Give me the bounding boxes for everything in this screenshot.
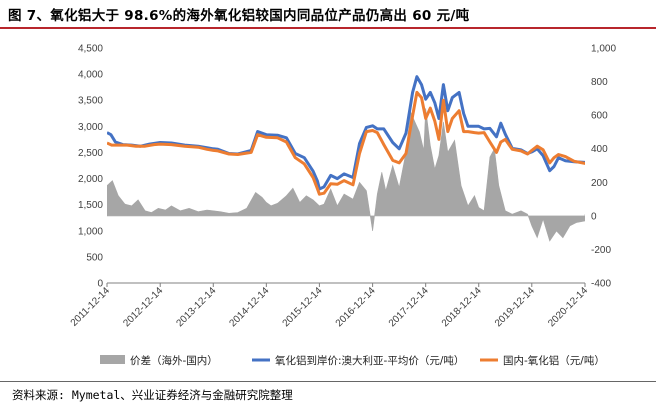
plot-area: [107, 75, 585, 242]
y-right-tick-label: 400: [591, 144, 608, 155]
legend-swatch-spread: [100, 355, 125, 364]
y-right-tick-label: 1,000: [591, 44, 616, 55]
title-rule: [0, 27, 656, 29]
x-tick-label: 2014-12-14: [228, 285, 272, 329]
series-domestic-line: [107, 90, 585, 196]
line-chart: 0 500 1,000 1,500 2,000 2,500 3,000 3,500 4,000 4…: [69, 44, 617, 368]
series-spread-area: [107, 108, 585, 242]
x-tick-label: 2012-12-14: [121, 285, 165, 329]
series-australia-line: [107, 75, 585, 191]
y-left-tick-label: 500: [86, 252, 103, 263]
y-left-tick-label: 4,000: [78, 70, 103, 81]
y-left-tick-label: 3,000: [78, 122, 103, 133]
y-left-tick-label: 1,500: [78, 200, 103, 211]
y-right-tick-label: 600: [591, 111, 608, 122]
y-left-tick-label: 0: [97, 279, 103, 290]
figure-title: 图 7、氧化铝大于 98.6%的海外氧化铝较国内同品位产品仍高出 60 元/吨: [8, 8, 470, 24]
y-right-tick-label: -200: [591, 245, 611, 256]
x-tick-label: 2013-12-14: [174, 285, 218, 329]
legend: 价差（海外-国内） 氧化铝到岸价:澳大利亚-平均价（元/吨） 国内-氧化铝（元/吨）: [100, 354, 605, 367]
y-left-tick-label: 2,000: [78, 174, 103, 185]
y-right-tick-label: 800: [591, 77, 608, 88]
x-tick-label: 2019-12-14: [493, 285, 537, 329]
axes: 0 500 1,000 1,500 2,000 2,500 3,000 3,500 4,000 4…: [69, 44, 617, 330]
x-tick-label: 2018-12-14: [440, 285, 484, 329]
source-note: 资料来源: Mymetal、兴业证券经济与金融研究院整理: [12, 388, 293, 402]
x-tick-label: 2015-12-14: [281, 285, 325, 329]
legend-label: 氧化铝到岸价:澳大利亚-平均价（元/吨）: [275, 354, 464, 367]
y-left-tick-label: 4,500: [78, 44, 103, 55]
y-left-tick-label: 3,500: [78, 96, 103, 107]
y-left-tick-label: 2,500: [78, 148, 103, 159]
x-tick-label: 2011-12-14: [69, 285, 113, 329]
legend-label: 价差（海外-国内）: [130, 354, 218, 367]
x-tick-label: 2017-12-14: [387, 285, 431, 329]
legend-label: 国内-氧化铝（元/吨）: [503, 354, 605, 367]
y-right-tick-label: 0: [591, 211, 597, 222]
y-right-tick-label: 200: [591, 178, 608, 189]
x-tick-label: 2016-12-14: [334, 285, 378, 329]
x-tick-label: 2020-12-14: [546, 285, 590, 329]
source-rule: [0, 381, 656, 382]
y-left-tick-label: 1,000: [78, 226, 103, 237]
y-right-tick-label: -400: [591, 279, 611, 290]
